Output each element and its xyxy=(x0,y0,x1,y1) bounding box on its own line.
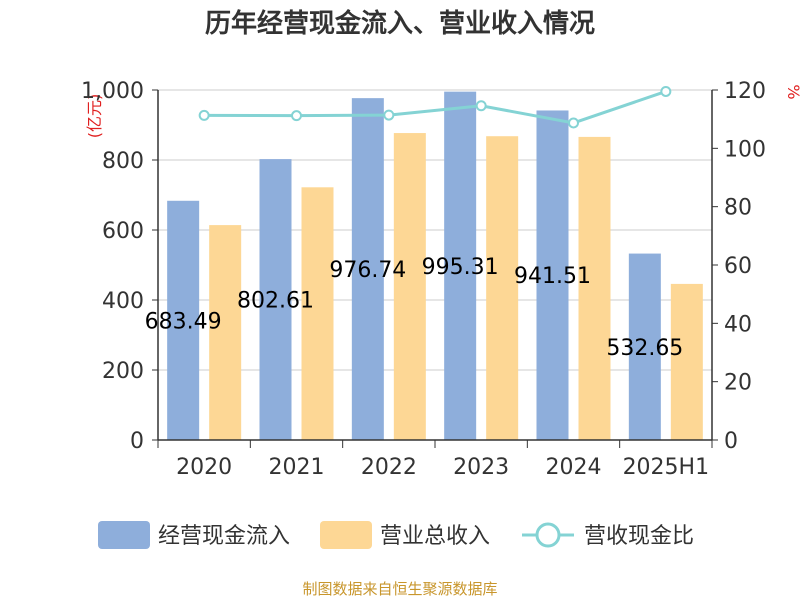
y-left-tick-label: 200 xyxy=(102,359,144,384)
x-tick-label: 2020 xyxy=(176,455,232,480)
bars xyxy=(167,91,703,441)
bar-revenue xyxy=(301,187,334,440)
legend-label-ratio: 营收现金比 xyxy=(584,524,694,549)
data-label-cash-inflow: 941.51 xyxy=(514,264,591,289)
chart-title: 历年经营现金流入、营业收入情况 xyxy=(205,8,595,39)
tick-labels: 0 200 400 600 800 1,000 0 20 40 60 80 100 120 2020 202… xyxy=(81,79,766,480)
y-left-tick-label: 0 xyxy=(130,429,144,454)
gridlines xyxy=(158,89,712,371)
y-left-tick-label: 1,000 xyxy=(81,79,144,104)
ratio-line-point xyxy=(660,85,672,97)
y-left-tick-label: 800 xyxy=(102,149,144,174)
y-left-tick-label: 600 xyxy=(102,219,144,244)
y-right-tick-label: 20 xyxy=(724,371,752,396)
legend-swatch-cash-inflow xyxy=(98,521,150,549)
ratio-line-point xyxy=(383,109,395,121)
legend-label-revenue: 营业总收入 xyxy=(380,524,490,549)
bar-revenue xyxy=(209,225,242,440)
y-left-unit: (亿元) xyxy=(85,94,104,139)
bar-cash-inflow xyxy=(536,110,569,440)
data-labels: 683.49 802.61 976.74 995.31 941.51 532.65 xyxy=(145,255,684,361)
bar-cash-inflow xyxy=(628,253,661,440)
x-tick-label: 2021 xyxy=(269,455,325,480)
bar-revenue xyxy=(486,136,519,440)
legend-swatch-revenue xyxy=(320,521,372,549)
ratio-line-point xyxy=(475,100,487,112)
axes xyxy=(152,89,718,448)
legend-swatch-ratio-marker xyxy=(535,522,561,548)
bar-revenue xyxy=(670,283,703,440)
y-right-tick-label: 80 xyxy=(724,196,752,221)
data-label-cash-inflow: 683.49 xyxy=(145,309,222,334)
x-tick-label: 2022 xyxy=(361,455,417,480)
bar-cash-inflow xyxy=(167,200,200,440)
bar-cash-inflow xyxy=(259,159,292,441)
y-right-tick-label: 100 xyxy=(724,137,766,162)
source-note: 制图数据来自恒生聚源数据库 xyxy=(302,580,497,598)
y-right-unit: % xyxy=(784,84,800,99)
y-right-tick-label: 60 xyxy=(724,254,752,279)
bar-revenue xyxy=(578,136,611,440)
bar-cash-inflow xyxy=(444,91,477,440)
y-right-tick-label: 0 xyxy=(724,429,738,454)
y-right-tick-label: 40 xyxy=(724,312,752,337)
legend-label-cash-inflow: 经营现金流入 xyxy=(158,524,290,549)
data-label-cash-inflow: 802.61 xyxy=(237,289,314,314)
x-tick-label: 2025H1 xyxy=(623,455,710,480)
ratio-line xyxy=(198,85,672,129)
x-tick-label: 2023 xyxy=(453,455,509,480)
bar-revenue xyxy=(393,133,426,441)
data-label-cash-inflow: 976.74 xyxy=(329,258,406,283)
ratio-line-point xyxy=(568,117,579,129)
x-tick-label: 2024 xyxy=(546,455,602,480)
y-right-tick-label: 120 xyxy=(724,79,766,104)
ratio-line-path xyxy=(204,90,667,125)
data-label-cash-inflow: 532.65 xyxy=(606,336,683,361)
data-label-cash-inflow: 995.31 xyxy=(422,255,499,280)
y-left-tick-label: 400 xyxy=(102,289,144,314)
bar-cash-inflow xyxy=(351,98,384,441)
legend: 经营现金流入 营业总收入 营收现金比 xyxy=(98,521,694,549)
ratio-line-point xyxy=(198,109,210,121)
ratio-line-point xyxy=(291,110,302,122)
